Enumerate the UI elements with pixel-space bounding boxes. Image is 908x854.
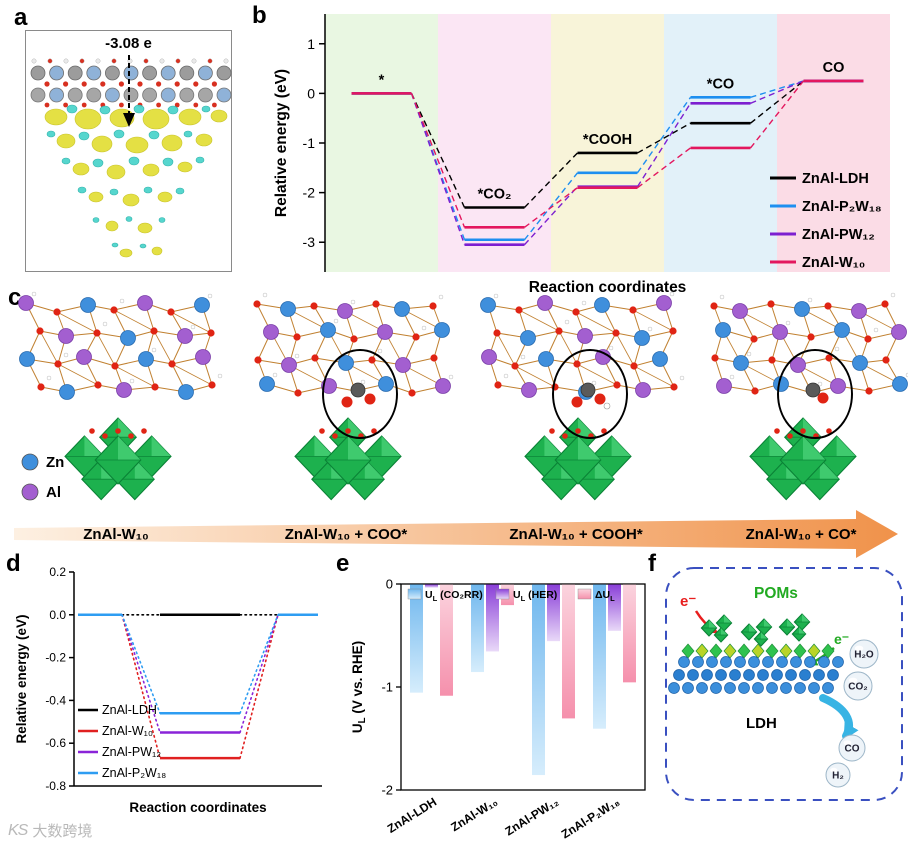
svg-text:0: 0 bbox=[307, 85, 315, 101]
watermark-text: 大数跨境 bbox=[32, 823, 93, 840]
svg-text:0.2: 0.2 bbox=[49, 565, 66, 579]
svg-text:*COOH: *COOH bbox=[583, 132, 632, 148]
svg-text:H₂O: H₂O bbox=[854, 650, 874, 661]
svg-text:Al: Al bbox=[46, 484, 61, 501]
svg-text:ZnAl-W₁₀: ZnAl-W₁₀ bbox=[802, 255, 865, 271]
svg-text:ZnAl-W₁₀: ZnAl-W₁₀ bbox=[83, 526, 148, 543]
svg-text:*: * bbox=[379, 72, 385, 88]
svg-text:H₂: H₂ bbox=[832, 771, 844, 782]
svg-text:-1: -1 bbox=[303, 135, 316, 151]
panel-label-c: c bbox=[8, 284, 22, 311]
watermark: KS 大数跨境 bbox=[8, 820, 92, 841]
watermark-logo: KS bbox=[8, 821, 28, 839]
svg-text:-0.8: -0.8 bbox=[45, 779, 66, 793]
svg-text:e⁻: e⁻ bbox=[834, 631, 849, 647]
svg-text:ZnAl-LDH: ZnAl-LDH bbox=[102, 703, 157, 717]
svg-text:1: 1 bbox=[307, 36, 315, 52]
svg-text:-2: -2 bbox=[303, 185, 316, 201]
svg-text:Zn: Zn bbox=[46, 454, 64, 471]
svg-text:LDH: LDH bbox=[746, 715, 777, 732]
svg-text:Relative energy (eV): Relative energy (eV) bbox=[14, 614, 29, 743]
svg-text:Relative energy (eV): Relative energy (eV) bbox=[273, 69, 290, 217]
svg-text:-3: -3 bbox=[303, 234, 316, 250]
svg-text:-0.6: -0.6 bbox=[45, 736, 66, 750]
svg-text:ZnAl-W₁₀ + COOH*: ZnAl-W₁₀ + COOH* bbox=[509, 526, 643, 543]
svg-text:ZnAl-PW₁₂: ZnAl-PW₁₂ bbox=[503, 795, 562, 839]
svg-text:UL (CO₂RR): UL (CO₂RR) bbox=[425, 589, 483, 603]
svg-text:0.0: 0.0 bbox=[49, 608, 66, 622]
svg-text:Reaction coordinates: Reaction coordinates bbox=[129, 800, 266, 815]
adsorption-energy-diagram: 0.2 0.0 -0.2 -0.4 -0.6 -0.8 ZnAl-LDH ZnAl-W₁₀ Zn… bbox=[14, 565, 322, 815]
svg-text:0: 0 bbox=[386, 577, 393, 592]
panel-label-a: a bbox=[14, 4, 28, 31]
svg-text:-0.4: -0.4 bbox=[45, 693, 66, 707]
panel-label-f: f bbox=[648, 550, 656, 577]
svg-text:ZnAl-P₂W₁₈: ZnAl-P₂W₁₈ bbox=[559, 795, 622, 842]
mechanism-schematic: e⁻ POMs e⁻ LDH H₂O CO₂ CO H₂ bbox=[665, 567, 903, 801]
svg-text:*CO₂: *CO₂ bbox=[478, 187, 512, 203]
charge-density-panel: -3.08 e bbox=[25, 30, 232, 272]
svg-text:ZnAl-P₂W₁₈: ZnAl-P₂W₁₈ bbox=[102, 766, 166, 780]
svg-text:ZnAl-LDH: ZnAl-LDH bbox=[802, 171, 869, 187]
panel-label-e: e bbox=[336, 550, 350, 577]
svg-text:CO: CO bbox=[845, 744, 860, 755]
svg-text:-0.2: -0.2 bbox=[45, 651, 66, 665]
svg-text:ZnAl-W₁₀ + COO*: ZnAl-W₁₀ + COO* bbox=[285, 526, 408, 543]
svg-text:*CO: *CO bbox=[707, 76, 734, 92]
svg-text:ZnAl-LDH: ZnAl-LDH bbox=[385, 795, 439, 836]
svg-text:UL (V vs. RHE): UL (V vs. RHE) bbox=[350, 641, 368, 733]
svg-text:UL (HER): UL (HER) bbox=[513, 589, 557, 603]
svg-text:ZnAl-W₁₀ + CO*: ZnAl-W₁₀ + CO* bbox=[746, 526, 857, 543]
svg-text:CO: CO bbox=[823, 60, 845, 76]
panel-label-d: d bbox=[6, 550, 21, 577]
panel-label-b: b bbox=[252, 2, 267, 29]
svg-text:ΔUL: ΔUL bbox=[595, 589, 615, 603]
svg-text:ZnAl-PW₁₂: ZnAl-PW₁₂ bbox=[102, 745, 161, 759]
svg-text:CO₂: CO₂ bbox=[848, 682, 867, 693]
svg-text:-2: -2 bbox=[381, 783, 393, 798]
charge-density-structure bbox=[30, 55, 232, 258]
svg-text:ZnAl-W₁₀: ZnAl-W₁₀ bbox=[448, 795, 500, 835]
svg-text:ZnAl-P₂W₁₈: ZnAl-P₂W₁₈ bbox=[802, 199, 882, 215]
svg-text:ZnAl-W₁₀: ZnAl-W₁₀ bbox=[102, 724, 153, 738]
svg-text:e⁻: e⁻ bbox=[680, 593, 696, 610]
svg-text:ZnAl-PW₁₂: ZnAl-PW₁₂ bbox=[802, 227, 875, 243]
svg-text:-1: -1 bbox=[381, 680, 393, 695]
reaction-structures: ZnAl-W₁₀ ZnAl-W₁₀ + COO* ZnAl-W₁₀ + COOH* Z… bbox=[14, 291, 908, 558]
svg-text:Reaction coordinates: Reaction coordinates bbox=[529, 279, 687, 296]
charge-transfer-value: -3.08 e bbox=[105, 35, 152, 52]
free-energy-diagram: 1 0 -1 -2 -3 * *CO₂ *COOH *CO CO ZnAl-LDH ZnAl-P₂W₁… bbox=[273, 14, 890, 296]
svg-text:POMs: POMs bbox=[754, 585, 798, 602]
